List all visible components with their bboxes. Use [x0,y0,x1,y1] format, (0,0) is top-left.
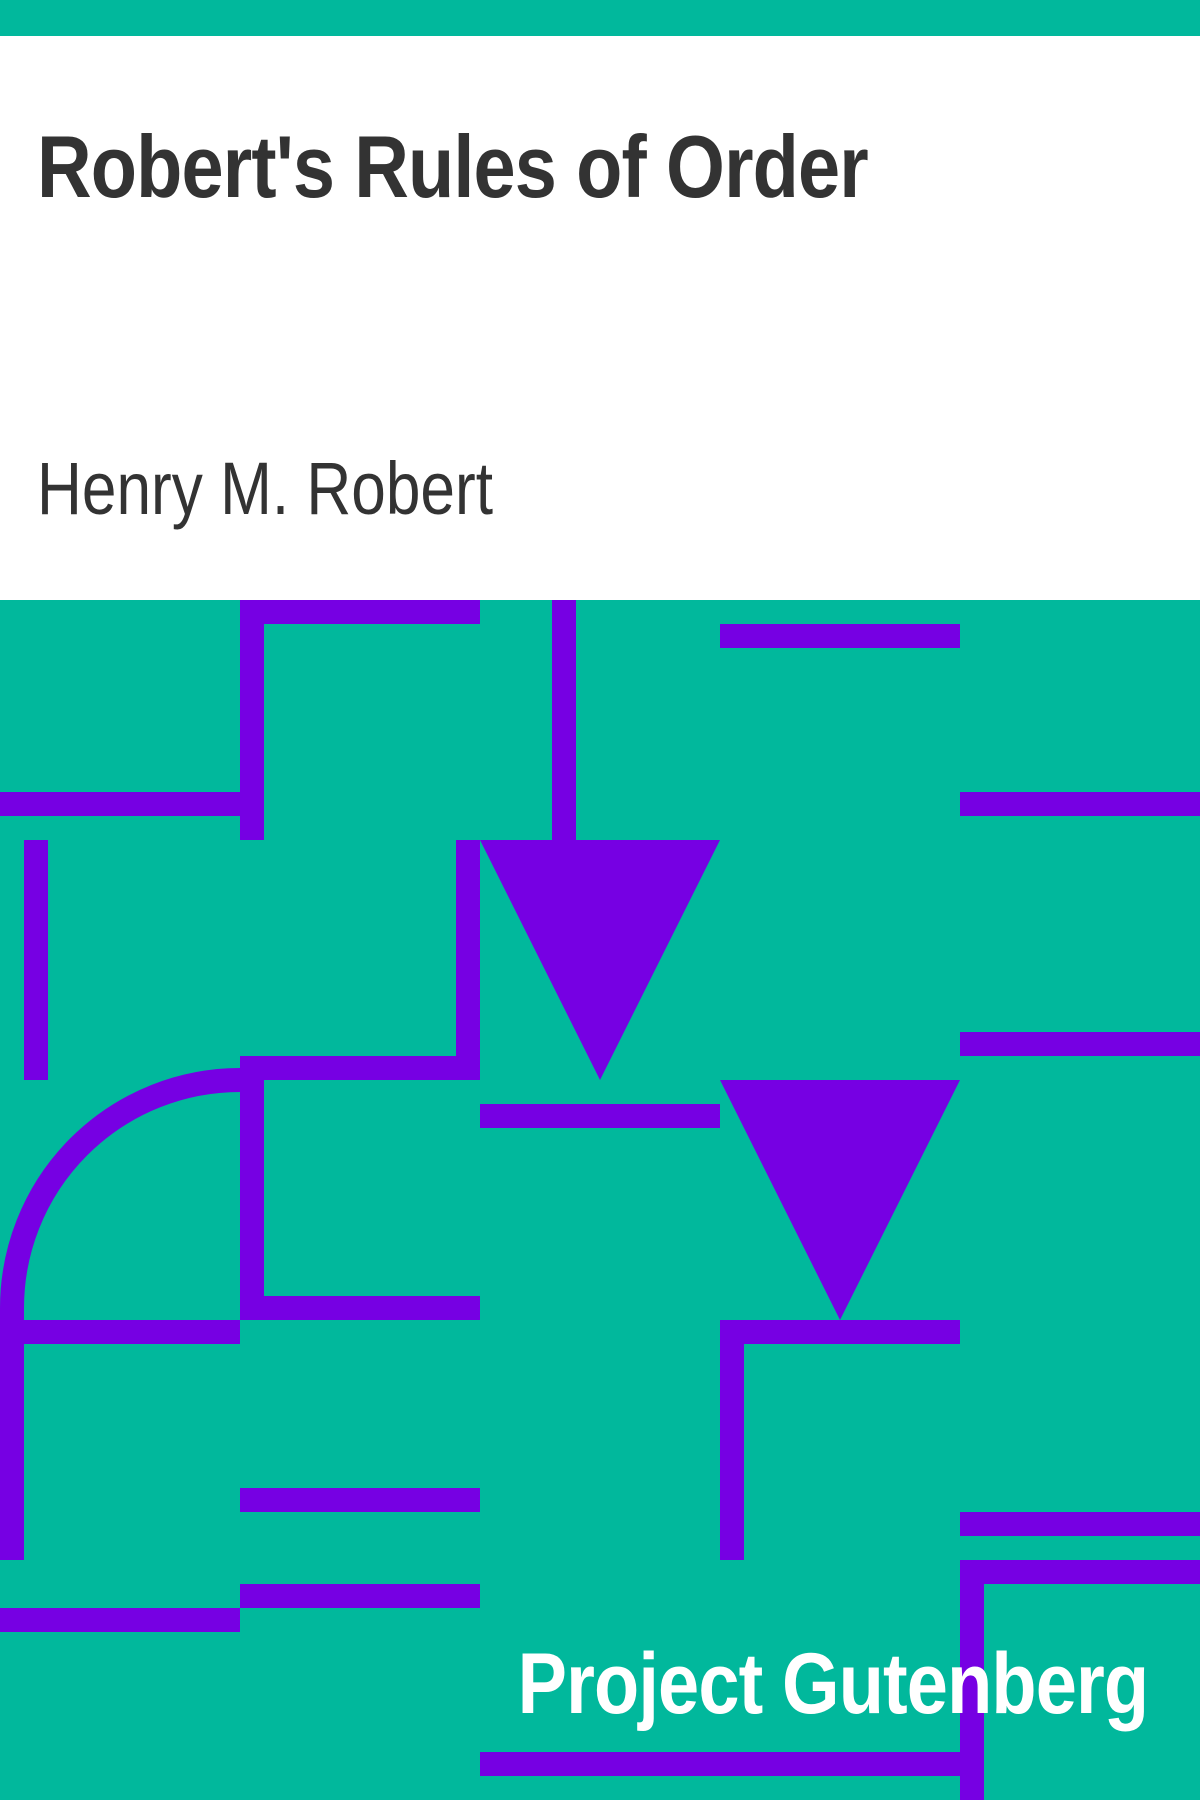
pattern-bar [552,600,576,840]
pattern-bar [0,1320,240,1344]
pattern-bar [960,1560,984,1800]
pattern-bar [960,1032,1200,1056]
pattern-bar [240,600,480,624]
maze-pattern [0,600,1200,1800]
pattern-bar [24,840,48,1080]
pattern-bar [480,1752,960,1776]
publisher-label: Project Gutenberg [517,1636,1148,1732]
down-triangle-shape [720,1080,960,1320]
pattern-bar [0,792,264,816]
pattern-bar [240,1584,480,1608]
quarter-arc-shape [0,1068,241,1320]
pattern-bar [720,1320,960,1344]
pattern-bar [960,1512,1200,1536]
pattern-bar [240,1296,480,1320]
pattern-bar [480,1104,720,1128]
pattern-bar [456,840,480,1080]
down-triangle-shape [480,840,720,1080]
pattern-bar [720,1320,744,1560]
pattern-bar [960,792,1200,816]
title-panel: Robert's Rules of Order Henry M. Robert [0,36,1200,600]
pattern-bar [240,1488,480,1512]
pattern-bar [240,1056,480,1080]
pattern-bar [0,1320,24,1560]
top-color-bar [0,0,1200,36]
pattern-bar [240,1056,264,1296]
pattern-bar [720,624,960,648]
book-title: Robert's Rules of Order [37,117,869,216]
book-author: Henry M. Robert [37,447,493,530]
pattern-bar [960,1560,1200,1584]
pattern-bar [0,1608,240,1632]
